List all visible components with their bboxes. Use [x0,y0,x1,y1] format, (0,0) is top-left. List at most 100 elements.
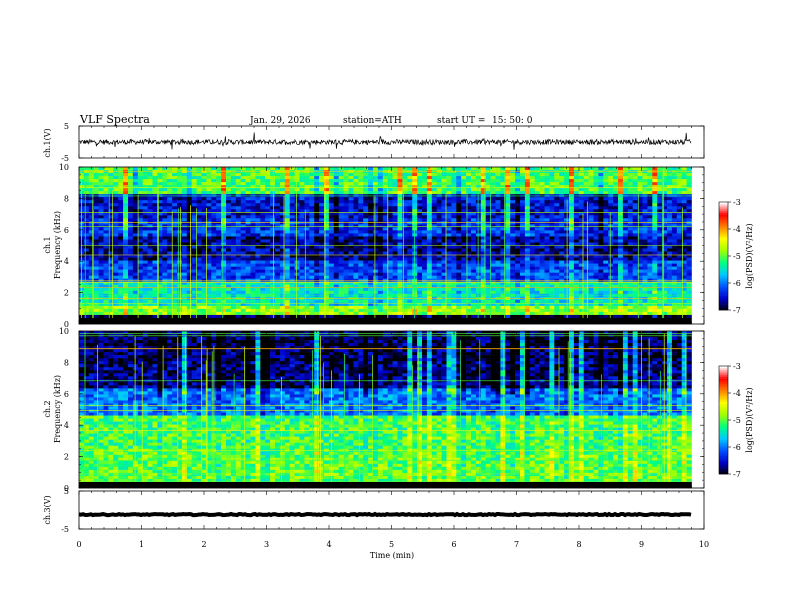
spectrogram-cell [446,206,452,210]
spectrogram-cell [426,185,433,189]
spectrogram-cell [128,230,134,234]
spectrogram-cell [475,236,482,240]
spectrogram-cell [446,173,452,177]
spectrogram-cell [279,203,286,207]
spectrogram-cell [167,173,173,177]
spectrogram-cell [270,185,276,189]
spectrogram-cell [382,233,388,237]
spectrogram-cell [353,173,359,177]
spectrogram-cell [162,239,168,243]
spectrogram-cell [255,179,261,183]
spectrogram-cell [466,248,472,252]
spectrogram-cell [137,173,143,177]
spectrogram-cell [520,239,526,243]
spectrogram-cell [177,188,183,192]
spectrogram-cell [618,233,624,237]
spectrogram-cell [451,185,457,189]
spectrogram-cell [333,275,339,280]
spectrogram-cell [338,263,344,267]
spectrogram-cell [622,242,629,246]
spectrogram-cell [441,239,447,243]
spectrogram-cell [348,212,354,216]
spectrogram-cell [284,233,290,237]
spectrogram-cell [83,230,90,234]
spectrogram-cell [177,257,183,261]
spectrogram-cell [270,248,276,252]
spectrogram-cell [686,260,692,264]
spectrogram-cell [162,182,168,186]
spectrogram-cell [647,200,653,204]
spectrogram-cell [622,185,629,189]
spectrogram-cell [676,257,682,261]
spectrogram-cell [123,212,129,216]
spectrogram-cell [446,215,452,219]
spectrogram-cell [294,197,300,201]
spectrogram-cell [368,278,374,283]
spectrogram-cell [363,236,369,240]
spectrogram-cell [132,185,139,189]
spectrogram-cell [637,230,643,234]
spectrogram-cell [118,218,124,222]
spectrogram-cell [422,272,428,276]
spectrogram-cell [451,260,457,264]
spectrogram-cell [554,179,560,183]
spectrogram-cell [93,167,99,171]
spectrogram-cell [402,221,408,225]
spectrogram-cell [515,176,521,180]
spectrogram-cell [554,257,560,261]
spectrogram-cell [373,179,379,183]
spectrogram-cell [618,245,624,249]
spectrogram-cell [402,218,408,222]
spectrogram-cell [652,218,658,222]
spectrogram-cell [289,266,295,270]
spectrogram-cell [103,266,109,270]
spectrogram-cell [392,212,398,216]
spectrogram-cell [451,230,457,234]
spectrogram-cell [637,179,643,183]
spectrogram-cell [333,272,339,276]
spectrogram-cell [265,227,271,231]
spectrogram-cell [534,227,540,231]
spectrogram-cell [451,218,457,222]
spectrogram-cell [250,275,256,280]
spectrogram-cell [524,224,531,228]
spectrogram-cell [201,176,207,180]
spectrogram-cell [647,221,653,225]
spectrogram-cell [368,200,374,204]
spectrogram-cell [490,200,496,204]
spectrogram-cell [137,275,143,280]
spectrogram-cell [529,278,535,283]
spectrogram-cell [441,191,447,195]
spectrogram-cell [108,269,114,273]
spectrogram-cell [436,236,442,240]
spectrogram-cell [515,221,521,225]
spectrogram-cell [103,269,109,273]
spectrogram-cell [118,191,124,195]
spectrogram-cell [515,224,521,228]
spectrogram-cell [304,254,310,258]
spectrogram-cell [564,191,570,195]
spectrogram-cell [392,266,398,270]
spectrogram-cell [294,245,300,249]
spectrogram-cell [436,191,442,195]
spectrogram-cell [363,176,369,180]
spectrogram-cell [250,230,256,234]
spectrogram-cell [613,275,619,280]
spectrogram-cell [201,233,207,237]
spectrogram-cell [216,230,222,234]
spectrogram-cell [113,272,119,276]
spectrogram-cell [196,224,202,228]
spectrogram-cell [324,215,330,219]
spectrogram-cell [108,275,114,280]
spectrogram-cell [177,248,183,252]
spectrogram-cell [181,227,188,231]
spectrogram-cell [353,212,359,216]
spectrogram-cell [299,275,305,280]
spectrogram-cell [103,275,109,280]
spectrogram-cell [681,275,687,280]
spectrogram-cell [431,212,437,216]
spectrogram-cell [343,191,349,195]
spectrogram-cell [441,236,447,240]
spectrogram-cell [284,281,290,286]
